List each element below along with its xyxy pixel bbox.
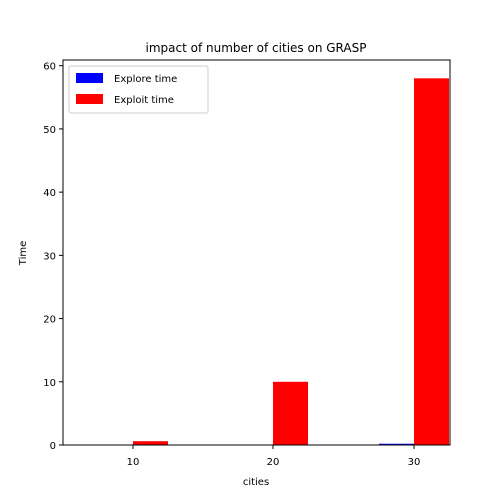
bars-group xyxy=(98,78,449,445)
bar-exploit-30 xyxy=(414,78,449,445)
x-axis-label: cities xyxy=(243,477,269,488)
bar-exploit-20 xyxy=(273,381,308,445)
y-tick-label: 30 xyxy=(43,251,56,262)
plot-frame xyxy=(62,59,451,446)
legend: Explore time Exploit time xyxy=(68,65,209,114)
legend-label-exploit: Exploit time xyxy=(114,95,174,106)
legend-box xyxy=(68,65,209,114)
legend-swatch-explore xyxy=(76,73,103,83)
chart-title: impact of number of cities on GRASP xyxy=(146,41,367,55)
y-tick-label: 50 xyxy=(43,125,56,136)
y-tick-label: 60 xyxy=(43,62,56,73)
x-tick-label: 10 xyxy=(127,457,140,468)
y-axis: 0 10 20 30 40 50 60 xyxy=(43,62,63,452)
y-axis-label: Time xyxy=(18,241,29,266)
y-tick-label: 0 xyxy=(50,441,56,452)
y-tick-label: 10 xyxy=(43,378,56,389)
legend-swatch-exploit xyxy=(76,94,103,104)
x-tick-label: 20 xyxy=(267,457,280,468)
legend-label-explore: Explore time xyxy=(114,74,177,85)
y-tick-label: 40 xyxy=(43,188,56,199)
bar-explore-30 xyxy=(379,443,414,445)
x-axis: 10 20 30 xyxy=(127,445,421,468)
x-tick-label: 30 xyxy=(408,457,421,468)
bar-exploit-10 xyxy=(133,441,168,445)
y-tick-label: 20 xyxy=(43,315,56,326)
